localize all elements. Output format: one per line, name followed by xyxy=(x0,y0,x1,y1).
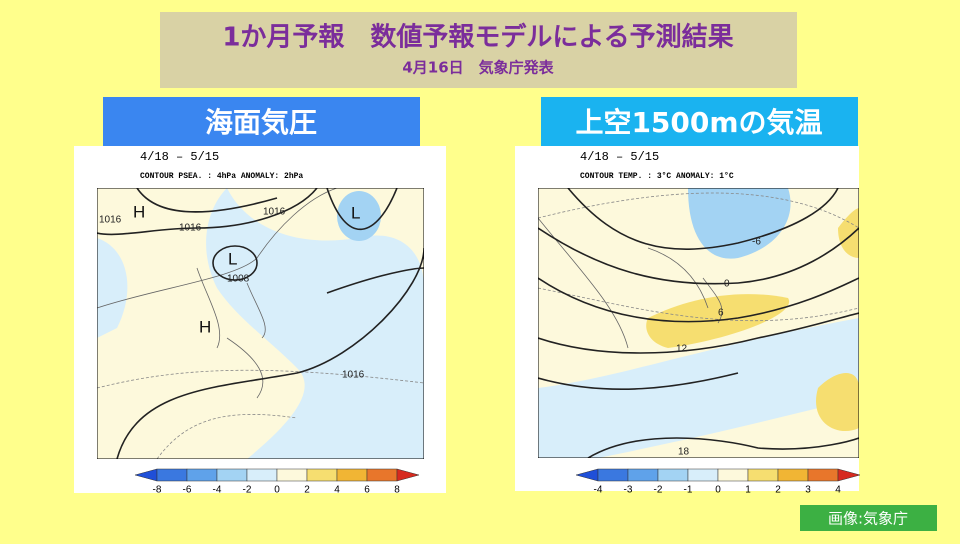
header-box xyxy=(160,12,797,88)
contour-note: CONTOUR PSEA. : 4hPa ANOMALY: 2hPa xyxy=(140,172,303,181)
colorbar-bin xyxy=(246,468,278,482)
map: 1016 1016 1016 1008 1016 H H L L xyxy=(97,188,424,459)
period: 4/18 – 5/15 xyxy=(580,150,659,164)
colorbar-label: 4 xyxy=(334,485,340,496)
colorbar-label: -1 xyxy=(684,485,693,496)
colorbar-label: 8 xyxy=(394,485,400,496)
heading-box xyxy=(103,97,420,149)
colorbar-bin xyxy=(717,468,749,482)
contour-label: 12 xyxy=(676,344,688,355)
colorbar-label: 0 xyxy=(715,485,721,496)
contour-label: 1016 xyxy=(342,370,365,381)
colorbar-label: -3 xyxy=(624,485,633,496)
colorbar-bin xyxy=(306,468,338,482)
colorbar-label: -6 xyxy=(183,485,192,496)
colorbar-label: -4 xyxy=(594,485,603,496)
colorbar-bin xyxy=(336,468,368,482)
colorbar-label: -4 xyxy=(213,485,222,496)
period: 4/18 – 5/15 xyxy=(140,150,219,164)
colorbar-label: 3 xyxy=(805,485,811,496)
high: H xyxy=(133,202,145,221)
subtitle: 4月16日 気象庁発表 xyxy=(402,59,554,77)
colorbar-cap xyxy=(396,468,420,482)
colorbar-label: 2 xyxy=(775,485,781,496)
contour-label: 0 xyxy=(724,279,730,290)
colorbar-bin xyxy=(807,468,839,482)
contour-label: -6 xyxy=(752,237,761,248)
colorbar-bin xyxy=(747,468,779,482)
contour-label: 6 xyxy=(718,308,724,319)
colorbar-label: 1 xyxy=(745,485,751,496)
colorbar-bin xyxy=(777,468,809,482)
colorbar-bin xyxy=(186,468,218,482)
credit: 画像:気象庁 xyxy=(828,510,908,528)
heading: 海面気圧 xyxy=(205,106,317,139)
contour-label: 1016 xyxy=(99,215,122,226)
high: H xyxy=(199,317,211,336)
colorbar-label: 6 xyxy=(364,485,370,496)
colorbar-bin xyxy=(627,468,659,482)
colorbar-label: -2 xyxy=(654,485,663,496)
colorbar-bin xyxy=(597,468,629,482)
contour-label: 1016 xyxy=(263,207,286,218)
colorbar-label: 2 xyxy=(304,485,310,496)
contour-label: 1016 xyxy=(179,223,202,234)
contour-label: 1008 xyxy=(227,274,250,285)
heading-box xyxy=(541,97,858,149)
colorbars: -8 -6 -4 -2 0 2 4 6 8 -4 -3 -2 -1 0 1 2 3 4 xyxy=(134,468,861,496)
heading: 上空1500mの気温 xyxy=(575,106,822,139)
credit-box xyxy=(800,505,937,531)
colorbar-bin xyxy=(156,468,188,482)
low: L xyxy=(228,249,237,268)
colorbar-bin xyxy=(216,468,248,482)
title: 1か月予報 数値予報モデルによる予測結果 xyxy=(222,22,733,53)
colorbar-bin xyxy=(366,468,398,482)
colorbar-bin xyxy=(687,468,719,482)
low: L xyxy=(351,203,360,222)
map: -6 0 6 12 18 xyxy=(538,188,859,458)
colorbar-label: -8 xyxy=(153,485,162,496)
colorbar-label: 0 xyxy=(274,485,280,496)
colorbar-label: -2 xyxy=(243,485,252,496)
colorbar-bin xyxy=(657,468,689,482)
colorbar-bin xyxy=(276,468,308,482)
contour-label: 18 xyxy=(678,447,690,458)
contour-note: CONTOUR TEMP. : 3°C ANOMALY: 1°C xyxy=(580,172,734,181)
colorbar-cap xyxy=(837,468,861,482)
colorbar-label: 4 xyxy=(835,485,841,496)
